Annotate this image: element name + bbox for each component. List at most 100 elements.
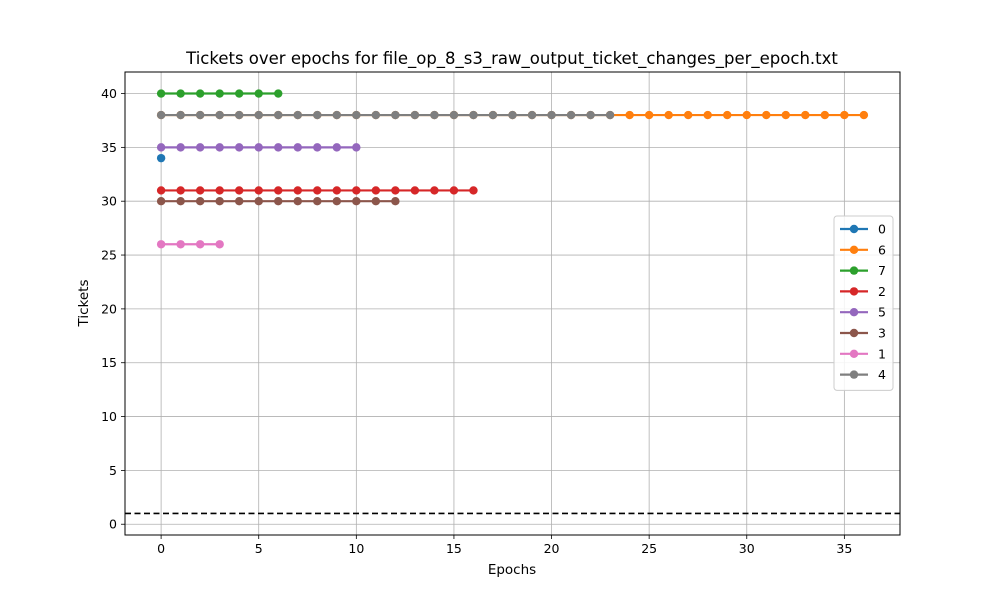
data-point [723, 110, 732, 120]
legend-item: 6 [840, 242, 886, 257]
data-point [488, 110, 498, 120]
legend-item: 5 [840, 305, 886, 320]
data-point [195, 89, 205, 98]
legend-item: 4 [840, 367, 886, 382]
data-point [235, 186, 244, 195]
data-point [254, 197, 263, 206]
data-point [781, 110, 790, 120]
data-point [371, 110, 381, 120]
legend-marker [849, 308, 859, 317]
data-point [235, 143, 244, 152]
legend-label: 7 [878, 263, 886, 278]
data-point [274, 143, 283, 152]
data-point [469, 110, 478, 120]
data-point [547, 110, 556, 120]
data-point [235, 89, 244, 98]
legend-marker [849, 266, 859, 275]
legend-label: 0 [878, 222, 886, 237]
data-point [156, 186, 166, 195]
data-point [332, 186, 342, 195]
data-point [274, 186, 283, 195]
series-3 [156, 197, 400, 206]
data-point [254, 186, 263, 195]
data-point [644, 110, 654, 120]
data-point [859, 110, 869, 120]
y-tick-label: 35 [101, 140, 117, 155]
y-tick-label: 10 [101, 409, 117, 424]
data-point [235, 110, 244, 120]
data-point [274, 89, 283, 98]
data-point [156, 197, 166, 206]
data-point [430, 110, 439, 120]
series-5 [156, 143, 361, 152]
x-tick-label: 10 [348, 541, 364, 556]
data-point [156, 89, 166, 98]
data-point [332, 143, 342, 152]
data-point [195, 240, 205, 249]
data-point [313, 197, 322, 206]
legend-item: 2 [840, 284, 886, 299]
series-4 [156, 110, 615, 120]
data-point [293, 143, 302, 152]
legend-box [833, 215, 894, 391]
data-point [215, 143, 224, 152]
legend-item: 0 [840, 222, 886, 237]
data-point [527, 110, 537, 120]
legend-item: 7 [840, 263, 886, 278]
data-point [313, 110, 322, 120]
data-point [176, 240, 185, 249]
data-point [683, 110, 693, 120]
y-tick-label: 25 [101, 248, 117, 263]
data-point [352, 186, 361, 195]
series-7 [156, 89, 283, 98]
data-point [449, 186, 459, 195]
data-point [664, 110, 673, 120]
data-point [293, 197, 302, 206]
legend-marker [849, 349, 859, 358]
data-point [469, 186, 478, 195]
data-point [313, 143, 322, 152]
data-point [156, 153, 166, 163]
data-point [176, 110, 185, 120]
data-point [293, 110, 302, 120]
data-point [762, 110, 771, 120]
legend-marker [849, 370, 859, 379]
data-point [703, 110, 712, 120]
data-point [274, 197, 283, 206]
legend-item: 3 [840, 326, 886, 341]
data-point [195, 143, 205, 152]
data-point [215, 240, 224, 249]
data-point [332, 110, 342, 120]
data-point [430, 186, 439, 195]
chart-title: Tickets over epochs for file_op_8_s3_raw… [185, 49, 838, 69]
data-point [391, 110, 400, 120]
legend: 0 6 7 2 5 3 1 4 [833, 215, 894, 391]
data-point [352, 110, 361, 120]
data-point [195, 110, 205, 120]
data-point [410, 110, 420, 120]
data-point [801, 110, 810, 120]
legend-label: 6 [878, 242, 886, 257]
data-point [156, 240, 166, 249]
legend-label: 1 [878, 346, 886, 361]
series-0 [156, 153, 166, 163]
x-tick-label: 5 [255, 541, 263, 556]
data-point [176, 186, 185, 195]
data-point [195, 186, 205, 195]
data-point [586, 110, 595, 120]
data-point [840, 110, 849, 120]
y-tick-label: 5 [109, 463, 117, 478]
data-point [176, 197, 185, 206]
data-point [371, 186, 381, 195]
legend-label: 4 [878, 367, 886, 382]
x-tick-label: 35 [836, 541, 852, 556]
data-point [215, 89, 224, 98]
legend-marker [849, 224, 859, 234]
x-tick-label: 20 [544, 541, 560, 556]
data-point [625, 110, 634, 120]
legend-label: 3 [878, 326, 886, 341]
y-tick-label: 15 [101, 355, 117, 370]
ticks: 0 5 10 15 20 25 30 35 0 5 10 15 20 25 30 35 40 [101, 86, 852, 556]
